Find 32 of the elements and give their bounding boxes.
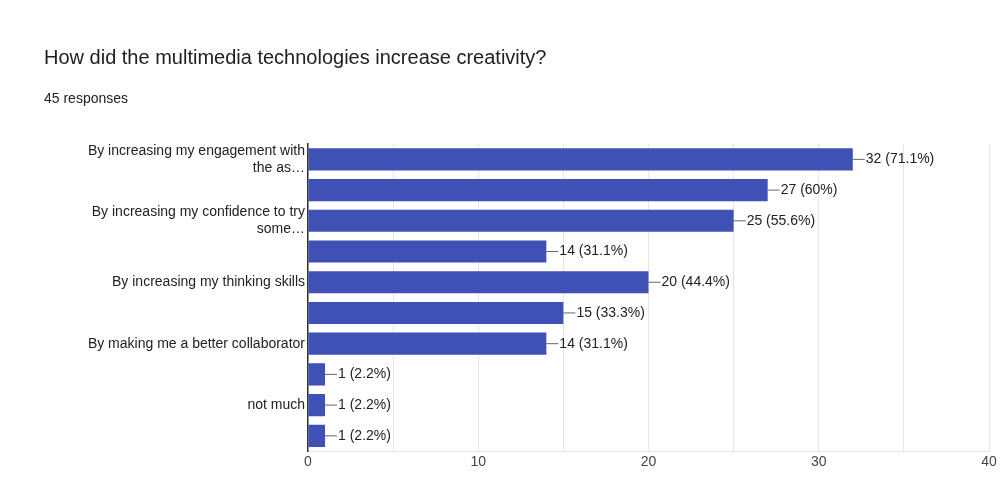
bar xyxy=(308,240,547,263)
bar xyxy=(308,209,734,232)
bar xyxy=(308,179,768,202)
bar xyxy=(308,301,564,325)
data-label: 14 (31.1%) xyxy=(559,242,628,259)
data-label: 1 (2.2%) xyxy=(338,395,391,412)
x-tick-label: 40 xyxy=(981,453,997,470)
y-tick-label: By increasing my engagement with the as… xyxy=(87,141,305,175)
bar xyxy=(308,148,853,171)
x-tick-label: 10 xyxy=(470,453,487,470)
y-tick-label: By increasing my confidence to try some… xyxy=(91,203,305,237)
data-label: 25 (55.6%) xyxy=(746,211,816,228)
x-tick-label: 0 xyxy=(304,453,313,470)
x-tick-label: 30 xyxy=(810,453,827,470)
y-tick-label: By increasing my thinking skills xyxy=(112,273,305,290)
bar xyxy=(308,424,326,447)
data-label: 27 (60%) xyxy=(780,180,838,197)
text: 45 responses xyxy=(44,90,129,106)
x-tick-label: 20 xyxy=(640,453,657,470)
bar xyxy=(308,332,547,355)
chart-title: How did the multimedia technologies increase creativity? xyxy=(44,46,547,69)
data-label: 32 (71.1%) xyxy=(865,150,935,167)
y-tick-label: not much xyxy=(247,395,305,412)
y-tick-label: By making me a better collaborator xyxy=(87,334,306,351)
data-label: 1 (2.2%) xyxy=(338,365,391,382)
data-label: 20 (44.4%) xyxy=(661,273,730,290)
data-label: 1 (2.2%) xyxy=(338,426,391,443)
data-label: 15 (33.3%) xyxy=(576,303,645,320)
bar xyxy=(308,363,326,386)
bar xyxy=(308,394,326,417)
bar xyxy=(308,271,649,294)
data-label: 14 (31.1%) xyxy=(559,334,628,351)
